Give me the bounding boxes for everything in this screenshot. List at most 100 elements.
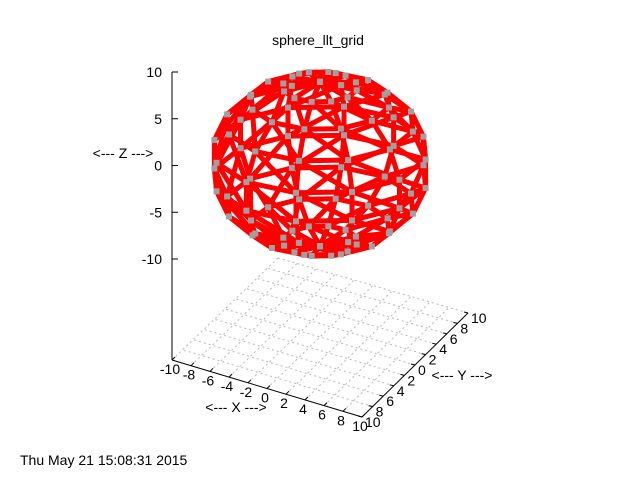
sphere-node xyxy=(422,156,429,163)
sphere-edge xyxy=(252,119,275,154)
sphere-node xyxy=(292,189,299,196)
y-tick-mark xyxy=(453,321,458,324)
x-tick-label: 4 xyxy=(299,401,307,417)
sphere-node xyxy=(281,242,288,249)
sphere-node xyxy=(420,133,427,140)
sphere-node xyxy=(345,239,352,246)
y-tick-mark xyxy=(379,394,384,397)
sphere-node xyxy=(317,243,323,250)
sphere-node xyxy=(317,78,323,85)
sphere-node xyxy=(265,78,272,85)
sphere-node xyxy=(268,119,275,126)
sphere-edge xyxy=(285,82,344,111)
sphere-node xyxy=(365,77,372,84)
z-axis-label: <--- Z ---> xyxy=(93,145,154,161)
grid-line xyxy=(193,339,384,397)
sphere-node xyxy=(338,82,345,89)
y-axis-label: <--- Y ---> xyxy=(432,367,493,383)
sphere-node xyxy=(344,94,351,101)
sphere-node xyxy=(301,126,308,133)
sphere-node xyxy=(368,117,375,124)
sphere-node xyxy=(280,80,287,87)
sphere-edge xyxy=(343,215,391,233)
sphere-edge xyxy=(338,164,388,180)
sphere-edge xyxy=(365,203,391,221)
sphere-node xyxy=(385,230,392,237)
sphere-edges xyxy=(211,69,429,259)
sphere-edge xyxy=(333,164,344,202)
sphere-edge xyxy=(289,82,344,89)
sphere-node xyxy=(211,136,218,143)
sphere-edge xyxy=(285,132,347,139)
sphere-node xyxy=(288,82,295,89)
sphere-node xyxy=(295,157,302,164)
sphere-edge xyxy=(338,82,388,97)
sphere-nodes xyxy=(211,68,429,260)
sphere-edge xyxy=(247,133,291,182)
sphere-node xyxy=(268,244,275,251)
x-tick-label: 6 xyxy=(318,407,326,423)
x-tick-mark xyxy=(209,368,214,372)
sphere-edge xyxy=(341,104,397,120)
grid-line xyxy=(182,349,373,408)
sphere-edge xyxy=(238,105,291,123)
sphere-edge xyxy=(285,104,347,139)
sphere-node xyxy=(291,95,298,102)
sphere-node xyxy=(237,145,244,152)
x-tick-mark xyxy=(228,373,233,378)
sphere-edge xyxy=(296,164,344,202)
sphere-node xyxy=(325,68,332,75)
sphere-edge xyxy=(420,162,429,191)
sphere-node xyxy=(296,70,303,77)
x-tick-mark xyxy=(266,385,271,389)
sphere-node xyxy=(295,239,302,246)
sphere-edge xyxy=(408,162,426,197)
sphere-node xyxy=(291,249,298,256)
sphere-node xyxy=(289,73,296,80)
sphere-node xyxy=(341,132,348,139)
z-tick-label: -5 xyxy=(150,204,163,220)
sphere-node xyxy=(349,217,356,224)
sphere-edge xyxy=(382,174,414,197)
y-tick-mark xyxy=(357,415,363,418)
z-tick-label: 10 xyxy=(146,64,162,80)
sphere-edge xyxy=(349,189,402,211)
sphere-edge xyxy=(238,105,291,151)
y-tick-mark xyxy=(368,405,373,408)
sphere-node xyxy=(280,234,287,241)
timestamp: Thu May 21 15:08:31 2015 xyxy=(20,452,188,468)
sphere-node xyxy=(289,227,296,234)
x-tick-label: 10 xyxy=(352,418,368,434)
sphere-edge xyxy=(382,91,414,115)
sphere-node xyxy=(408,190,415,197)
sphere-node xyxy=(328,98,335,105)
x-tick-mark xyxy=(171,356,176,361)
grid-line xyxy=(224,308,416,366)
sphere-edge xyxy=(341,91,388,110)
sphere-node xyxy=(224,111,231,118)
y-tick-mark xyxy=(463,311,469,314)
y-tick-mark xyxy=(432,342,437,345)
sphere-node xyxy=(249,232,256,239)
y-tick-label: 10 xyxy=(365,414,381,430)
floor-grid xyxy=(171,257,469,412)
x-tick-mark xyxy=(342,407,347,412)
y-tick-label: 0 xyxy=(418,362,426,378)
sphere-node xyxy=(396,205,403,212)
sphere-node xyxy=(288,164,295,171)
sphere-edge xyxy=(338,132,347,170)
sphere-edge xyxy=(408,191,416,217)
sphere-edge xyxy=(306,196,339,229)
sphere-node xyxy=(249,106,256,113)
y-tick-label: 4 xyxy=(439,341,447,357)
sphere-node xyxy=(408,108,415,115)
sphere-node xyxy=(381,173,388,180)
sphere-node xyxy=(284,104,291,111)
sphere-node xyxy=(281,88,288,95)
sphere-node xyxy=(247,93,254,100)
y-tick-label: 8 xyxy=(460,320,468,336)
sphere-node xyxy=(422,185,429,192)
y-tick-mark xyxy=(421,353,426,356)
sphere-node xyxy=(213,188,220,195)
